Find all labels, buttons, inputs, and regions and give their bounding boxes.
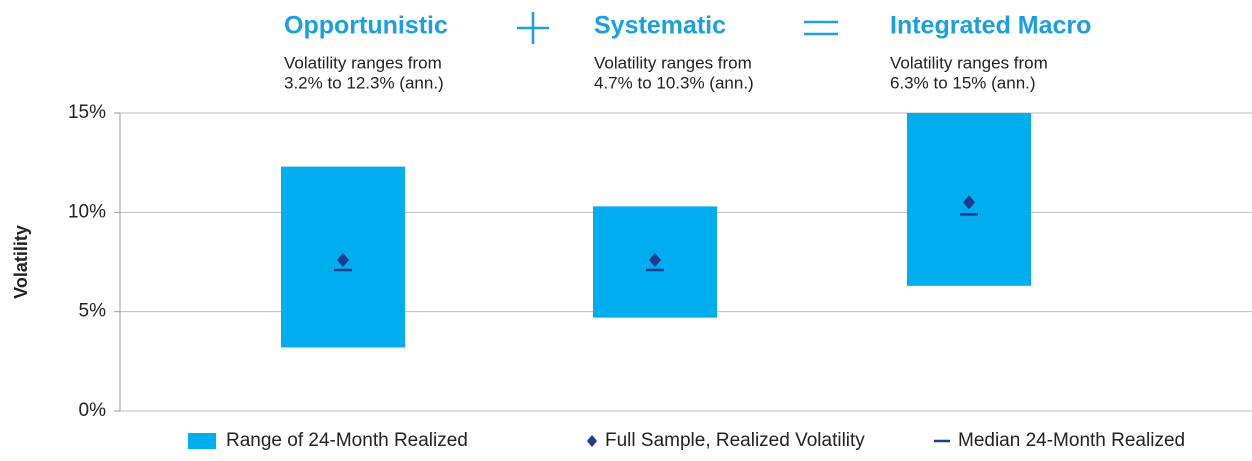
annotation: 3.2% to 12.3% (ann.) — [284, 73, 444, 92]
category-title: Systematic — [594, 12, 726, 40]
legend-diamond — [587, 435, 597, 447]
annotation: Volatility ranges from — [890, 53, 1048, 72]
annotation: Volatility ranges from — [284, 53, 442, 72]
y-tick-label: 0% — [79, 400, 107, 421]
legend-label: Range of 24-Month Realized — [226, 430, 468, 451]
annotation: 4.7% to 10.3% (ann.) — [594, 73, 754, 92]
category-title: Opportunistic — [284, 12, 448, 40]
y-tick-label: 15% — [68, 102, 106, 123]
plus-sign — [517, 12, 549, 44]
diamond-marker — [963, 195, 975, 210]
y-axis-label: Volatility — [11, 225, 31, 299]
diamond-marker — [649, 253, 661, 268]
y-tick-label: 5% — [79, 301, 107, 322]
diamond-marker — [337, 253, 349, 268]
equals-sign — [804, 20, 838, 36]
category-title: Integrated Macro — [890, 12, 1091, 40]
annotation: Volatility ranges from — [594, 53, 752, 72]
legend-swatch — [188, 433, 216, 449]
legend-label: Median 24-Month Realized — [958, 430, 1185, 451]
legend-label: Full Sample, Realized Volatility — [605, 430, 865, 451]
annotation: 6.3% to 15% (ann.) — [890, 73, 1036, 92]
y-tick-label: 10% — [68, 201, 106, 222]
